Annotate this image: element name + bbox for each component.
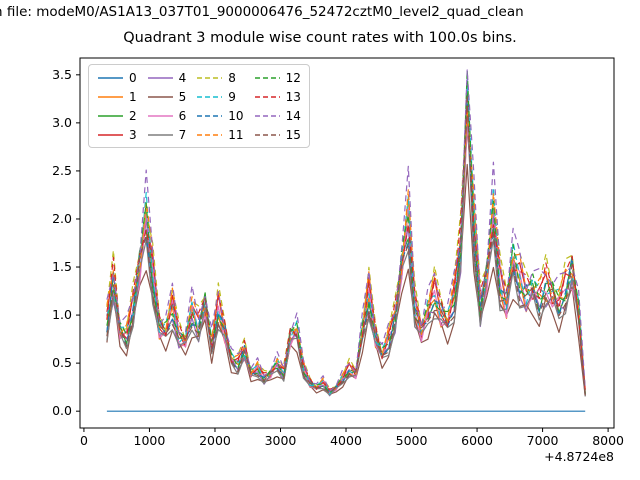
series-line-15 [106,93,586,396]
y-tick-label: 0.5 [52,355,72,370]
legend-line-sample [98,114,123,117]
x-tick-label: 0 [80,433,88,448]
legend-item: 12 [254,70,301,85]
series-line-5 [106,163,586,397]
legend-item-label: 6 [178,108,187,123]
legend-line-sample [147,133,173,136]
legend-item: 6 [147,108,187,123]
legend-item-label: 1 [129,89,137,104]
legend-item-label: 3 [129,127,137,142]
series-line-1 [106,112,586,396]
x-tick-label: 5000 [396,433,428,448]
legend-item-label: 5 [178,89,187,104]
legend: 0 1 2 3 4 5 6 7 8 9 10 11 12 13 14 15 [88,64,310,148]
legend-item: 0 [97,70,137,85]
legend-item-label: 2 [129,108,137,123]
legend-line-sample [254,114,280,117]
legend-item: 4 [147,70,187,85]
legend-item: 8 [196,70,243,85]
chart-title: Quadrant 3 module wise count rates with … [123,30,517,46]
y-tick-label: 2.5 [52,163,72,178]
y-tick-label: 1.5 [52,259,72,274]
legend-line-sample [254,76,280,79]
legend-line-sample [147,95,173,98]
x-tick-label: 2000 [199,433,231,448]
legend-line-sample [98,95,123,98]
legend-item: 15 [254,127,301,142]
legend-item: 2 [97,108,137,123]
series-line-11 [106,109,586,392]
legend-item-label: 8 [228,70,236,85]
legend-item: 5 [147,89,187,104]
legend-item-label: 14 [285,108,301,123]
x-tick-label: 6000 [461,433,493,448]
y-tick-label: 1.0 [52,307,72,322]
legend-item: 3 [97,127,137,142]
legend-item-label: 12 [285,70,301,85]
legend-item-label: 0 [129,70,137,85]
x-tick-label: 7000 [527,433,559,448]
legend-item: 11 [196,127,244,142]
y-tick-label: 3.5 [52,67,72,82]
legend-item-label: 15 [285,127,301,142]
axes-spines [79,57,615,429]
legend-item-label: 4 [178,70,187,85]
legend-item-label: 7 [178,127,187,142]
x-tick-label: 3000 [265,433,297,448]
x-tick-label: 8000 [592,433,624,448]
legend-line-sample [98,133,123,136]
legend-item-label: 11 [228,127,244,142]
legend-line-sample [197,114,223,117]
legend-line-sample [197,76,223,79]
y-tick-label: 0.0 [52,403,72,418]
legend-line-sample [197,133,223,136]
legend-item-label: 10 [228,108,244,123]
legend-column: 0 1 2 3 [97,70,137,142]
x-tick-label: 1000 [134,433,166,448]
legend-line-sample [147,114,173,117]
legend-line-sample [147,76,173,79]
y-tick-label: 2.0 [52,211,72,226]
figure-file-text: n file: modeM0/AS1A13_037T01_9000006476_… [0,4,524,20]
legend-item-label: 13 [285,89,301,104]
legend-line-sample [98,76,123,79]
legend-item: 1 [97,89,137,104]
legend-item: 7 [147,127,187,142]
legend-line-sample [254,133,280,136]
x-tick-label: 4000 [330,433,362,448]
legend-column: 4 5 6 7 [147,70,187,142]
series-line-14 [106,69,586,392]
legend-item: 14 [254,108,301,123]
series-line-7 [106,109,586,397]
legend-column: 12 13 14 15 [254,70,301,142]
legend-item: 10 [196,108,244,123]
x-axis-offset-text: +4.8724e8 [544,449,614,464]
legend-item: 9 [196,89,243,104]
legend-line-sample [254,95,280,98]
legend-line-sample [197,95,223,98]
y-tick-label: 3.0 [52,115,72,130]
legend-item-label: 9 [228,89,236,104]
legend-column: 8 9 10 11 [196,70,244,142]
legend-item: 13 [254,89,301,104]
series-line-12 [106,69,586,395]
